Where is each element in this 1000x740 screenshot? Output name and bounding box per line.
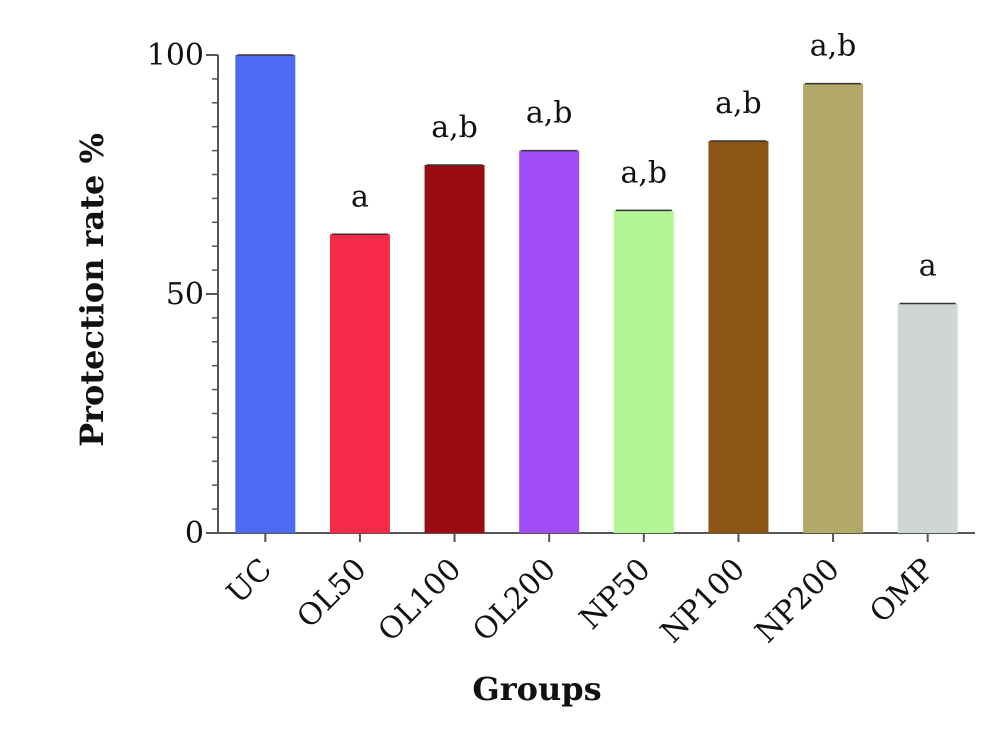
x-tick-label-ol100: OL100 <box>372 552 469 649</box>
bar-uc <box>235 55 296 533</box>
annotation-np200: a,b <box>810 29 857 64</box>
bar-ol50 <box>329 234 390 533</box>
x-tick-label-np100: NP100 <box>654 552 752 650</box>
x-tick-label-np50: NP50 <box>573 552 658 637</box>
x-tick-label-omp: OMP <box>863 552 941 630</box>
annotation-ol200: a,b <box>526 96 573 131</box>
bar-np100 <box>708 141 769 534</box>
bar-omp <box>897 303 958 533</box>
x-tick-label-uc: UC <box>220 552 279 611</box>
y-tick-label: 50 <box>166 277 204 312</box>
y-tick-label: 100 <box>147 38 204 73</box>
annotation-np50: a,b <box>620 155 667 190</box>
annotation-omp: a <box>919 249 937 284</box>
bar-ol200 <box>519 150 580 533</box>
annotation-np100: a,b <box>715 86 762 121</box>
y-axis: 0 50 100 <box>147 38 219 551</box>
annotation-ol50: a <box>351 179 369 214</box>
bars <box>235 54 958 534</box>
x-tick-label-np200: NP200 <box>749 552 847 650</box>
bar-np200 <box>803 83 864 534</box>
x-axis-title: Groups <box>472 670 601 708</box>
bar-ol100 <box>424 164 485 533</box>
x-tick-label-ol200: OL200 <box>466 552 563 649</box>
x-tick-label-ol50: OL50 <box>290 552 373 635</box>
significance-annotations: a a,b a,b a,b a,b a,b a <box>351 29 937 284</box>
x-axis <box>218 532 975 542</box>
annotation-ol100: a,b <box>431 110 478 145</box>
y-axis-title: Protection rate % <box>73 133 111 447</box>
bar-np50 <box>613 210 674 533</box>
y-tick-label: 0 <box>185 516 204 551</box>
